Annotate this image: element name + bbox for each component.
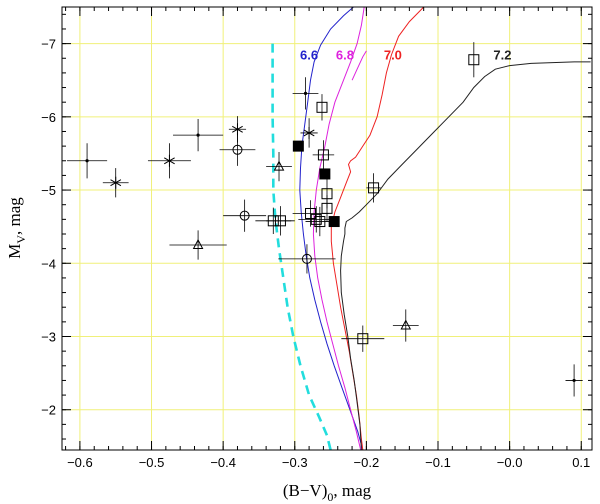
star-point xyxy=(298,206,335,233)
y-tick-label: −4 xyxy=(41,256,56,271)
star-point xyxy=(319,168,331,180)
isochrone-label-6.6: 6.6 xyxy=(300,48,318,63)
tick-labels: −0.6 −0.5 −0.4 −0.3 −0.2 −0.1 −0.0 0.1 −7 −6 −5 −4 −… xyxy=(41,37,590,470)
x-tick-label: −0.5 xyxy=(139,455,165,470)
star-point xyxy=(266,206,295,236)
star-point xyxy=(565,364,583,397)
x-axis-title-sub: 0 xyxy=(327,490,333,504)
isochrone-6.8 xyxy=(312,6,365,451)
star-point xyxy=(392,309,419,342)
circle-marker xyxy=(239,210,250,221)
square-marker xyxy=(310,213,322,225)
star-point xyxy=(102,168,129,198)
star-point xyxy=(219,133,256,166)
plot-background xyxy=(62,7,592,450)
y-axis-title-unit: , mag xyxy=(5,197,24,235)
triangle-marker xyxy=(400,319,412,330)
x-axis-title-main: (B−V) xyxy=(283,481,328,500)
square-marker xyxy=(368,182,380,194)
dot-marker xyxy=(85,159,89,163)
y-tick-label: −5 xyxy=(41,183,56,198)
star-point xyxy=(366,173,381,203)
y-tick-label: −7 xyxy=(41,37,56,52)
isochrone-6.6 xyxy=(299,6,364,451)
x-tick-label: −0.6 xyxy=(67,455,93,470)
filled-square-marker xyxy=(328,216,340,228)
y-tick-label: −3 xyxy=(41,330,56,345)
filled-square-marker xyxy=(319,168,331,180)
star-point xyxy=(328,216,340,228)
square-marker xyxy=(314,216,326,228)
plot-frame xyxy=(61,6,593,451)
grid xyxy=(62,7,592,450)
star-point xyxy=(278,244,336,274)
stars-layer xyxy=(67,42,583,397)
triangle-marker xyxy=(273,160,285,171)
x-tick-label: −0.2 xyxy=(354,455,380,470)
dot-marker xyxy=(572,378,576,383)
x-tick-label: 0.1 xyxy=(572,455,590,470)
dot-marker xyxy=(303,91,308,96)
ticks xyxy=(62,7,592,450)
y-axis-title-sub: V xyxy=(14,235,28,244)
triangle-marker xyxy=(192,238,204,249)
x-axis-title-unit: , mag xyxy=(333,481,371,500)
filled-square-marker xyxy=(292,140,304,152)
x-tick-label: −0.3 xyxy=(282,455,308,470)
y-axis-title-main: M xyxy=(5,244,24,259)
star-point xyxy=(312,140,335,170)
square-marker xyxy=(316,101,328,113)
isochrone-6.8b xyxy=(351,50,367,81)
isochrone-label-7.0: 7.0 xyxy=(384,48,402,63)
star-marker-arm xyxy=(232,125,243,133)
square-marker xyxy=(317,149,329,161)
isochrone-layer xyxy=(299,6,591,451)
y-tick-label: −6 xyxy=(41,110,56,125)
x-tick-label: −0.1 xyxy=(425,455,451,470)
star-point xyxy=(67,143,108,179)
x-tick-label: −0.4 xyxy=(210,455,236,470)
square-marker xyxy=(305,207,317,219)
y-tick-label: −2 xyxy=(41,403,56,418)
y-axis-title: MV, mag xyxy=(5,197,28,259)
star-point xyxy=(292,200,329,227)
star-marker-arm xyxy=(163,157,175,165)
star-point xyxy=(266,151,292,182)
star-point xyxy=(223,199,267,232)
star-point xyxy=(147,143,191,179)
star-point xyxy=(292,140,304,152)
star-point xyxy=(169,230,227,260)
isochrone-7.2 xyxy=(340,61,591,451)
isochrone-label-6.8: 6.8 xyxy=(336,48,354,63)
square-marker xyxy=(357,333,369,345)
x-axis-title: (B−V)0, mag xyxy=(283,481,372,504)
square-marker xyxy=(468,54,480,66)
circle-marker xyxy=(301,253,312,264)
star-marker-arm xyxy=(110,179,122,187)
star-marker-arm xyxy=(303,129,315,137)
star-point xyxy=(316,94,328,121)
star-point xyxy=(468,42,480,78)
star-point xyxy=(173,119,224,152)
isochrone-labels: 6.6 6.8 7.0 7.2 xyxy=(300,48,511,63)
circle-marker xyxy=(232,144,243,155)
star-point xyxy=(292,77,319,110)
dot-marker xyxy=(196,133,200,137)
x-tick-label: −0.0 xyxy=(497,455,523,470)
isochrone-label-7.2: 7.2 xyxy=(493,48,511,63)
square-marker xyxy=(274,215,286,227)
star-point xyxy=(341,325,385,352)
star-point xyxy=(300,118,318,148)
